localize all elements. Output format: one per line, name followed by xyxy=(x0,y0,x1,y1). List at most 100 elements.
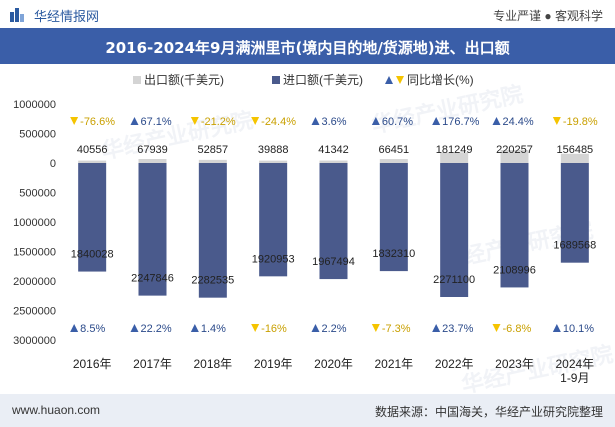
legend-swatch-import xyxy=(272,76,280,84)
import-up-arrow-icon xyxy=(552,324,561,332)
top-bar: 华经情报网 专业严谨 ● 客观科学 xyxy=(0,0,615,28)
export-bar xyxy=(560,153,589,163)
export-down-arrow-icon xyxy=(251,117,260,125)
x-tick-label: 2022年 xyxy=(435,357,474,371)
export-growth-label: 3.6% xyxy=(322,116,347,128)
x-tick-label: 2019年 xyxy=(254,357,293,371)
y-tick-label: 500000 xyxy=(19,129,56,141)
export-bar xyxy=(500,150,529,163)
export-value-label: 220257 xyxy=(496,144,533,156)
y-tick-label: 0 xyxy=(50,158,56,170)
export-bar xyxy=(379,159,408,163)
import-growth-label: -16% xyxy=(261,323,287,335)
export-down-arrow-icon xyxy=(190,117,199,125)
export-up-arrow-icon xyxy=(311,117,320,125)
import-bar xyxy=(259,163,288,277)
import-up-arrow-icon xyxy=(311,324,320,332)
import-value-label: 1920953 xyxy=(252,253,295,265)
legend-down-arrow-icon xyxy=(396,76,404,84)
brand-name[interactable]: 华经情报网 xyxy=(34,9,100,24)
tagline: 专业严谨 ● 客观科学 xyxy=(493,9,603,23)
legend-label-import: 进口额(千美元) xyxy=(283,73,363,87)
x-tick-label: 2017年 xyxy=(133,357,172,371)
export-growth-label: 60.7% xyxy=(382,116,413,128)
export-growth-label: -24.4% xyxy=(261,116,296,128)
import-down-arrow-icon xyxy=(492,324,501,332)
import-bar xyxy=(198,163,227,298)
y-tick-label: 2500000 xyxy=(13,306,56,318)
x-tick-label: 2024年 xyxy=(555,357,594,371)
import-growth-label: 2.2% xyxy=(322,323,347,335)
x-tick-label: 2016年 xyxy=(73,357,112,371)
export-growth-label: 67.1% xyxy=(141,116,172,128)
x-tick-label: 1-9月 xyxy=(560,371,589,385)
import-value-label: 2247846 xyxy=(131,273,174,285)
export-up-arrow-icon xyxy=(492,117,501,125)
import-up-arrow-icon xyxy=(190,324,199,332)
export-bar xyxy=(259,160,288,163)
import-value-label: 2271100 xyxy=(433,274,475,286)
import-bar xyxy=(78,163,107,272)
export-up-arrow-icon xyxy=(432,117,441,125)
y-tick-label: 1000000 xyxy=(13,217,56,229)
import-value-label: 2282535 xyxy=(191,275,234,287)
export-value-label: 41342 xyxy=(318,144,349,156)
legend-swatch-export xyxy=(133,76,141,84)
export-value-label: 66451 xyxy=(379,144,410,156)
x-tick-label: 2018年 xyxy=(193,357,232,371)
export-bar xyxy=(78,160,107,163)
import-value-label: 1840028 xyxy=(71,249,114,261)
import-growth-label: 10.1% xyxy=(563,323,594,335)
import-growth-label: 23.7% xyxy=(442,323,473,335)
export-value-label: 67939 xyxy=(137,144,168,156)
y-tick-label: 1500000 xyxy=(13,247,56,259)
import-up-arrow-icon xyxy=(432,324,441,332)
website-link[interactable]: www.huaon.com xyxy=(12,403,101,417)
import-bar xyxy=(440,163,469,297)
chart-title: 2016-2024年9月满洲里市(境内目的地/货源地)进、出口额 xyxy=(105,39,510,57)
export-down-arrow-icon xyxy=(70,117,79,125)
data-source: 数据来源：中国海关，华经产业研究院整理 xyxy=(374,405,603,419)
import-value-label: 1967494 xyxy=(312,256,355,268)
export-bar xyxy=(138,158,167,163)
y-tick-label: 1000000 xyxy=(13,99,56,111)
import-down-arrow-icon xyxy=(371,324,380,332)
export-up-arrow-icon xyxy=(371,117,380,125)
export-value-label: 181249 xyxy=(436,144,473,156)
export-growth-label: -21.2% xyxy=(201,116,236,128)
import-bar xyxy=(560,163,589,263)
export-growth-label: -76.6% xyxy=(80,116,115,128)
footer: www.huaon.com 数据来源：中国海关，华经产业研究院整理 xyxy=(0,394,615,427)
y-tick-label: 2000000 xyxy=(13,276,56,288)
chart-area: 出口额(千美元) 进口额(千美元) 同比增长(%) 1000000 500000 0 500… xyxy=(13,73,598,385)
import-value-label: 1689568 xyxy=(553,240,596,252)
export-bar xyxy=(319,160,348,163)
export-bar xyxy=(198,159,227,163)
import-growth-label: -7.3% xyxy=(382,323,411,335)
import-value-label: 1832310 xyxy=(372,248,415,260)
export-growth-label: 24.4% xyxy=(503,116,534,128)
y-tick-label: 500000 xyxy=(19,188,56,200)
legend-up-arrow-icon xyxy=(385,76,393,84)
legend-label-export: 出口额(千美元) xyxy=(144,73,224,87)
legend-label-growth: 同比增长(%) xyxy=(407,73,474,87)
x-tick-label: 2021年 xyxy=(374,357,413,371)
export-value-label: 39888 xyxy=(258,144,289,156)
x-tick-label: 2020年 xyxy=(314,357,353,371)
title-bar: 2016-2024年9月满洲里市(境内目的地/货源地)进、出口额 xyxy=(0,28,615,64)
import-up-arrow-icon xyxy=(130,324,139,332)
export-value-label: 52857 xyxy=(198,144,229,156)
export-up-arrow-icon xyxy=(130,117,139,125)
import-growth-label: 22.2% xyxy=(141,323,172,335)
import-value-label: 2108996 xyxy=(493,264,536,276)
import-up-arrow-icon xyxy=(70,324,79,332)
y-tick-label: 3000000 xyxy=(13,335,56,347)
export-growth-label: 176.7% xyxy=(442,116,480,128)
import-down-arrow-icon xyxy=(251,324,260,332)
import-bar xyxy=(138,163,167,296)
export-value-label: 156485 xyxy=(556,144,593,156)
export-growth-label: -19.8% xyxy=(563,116,598,128)
import-growth-label: 1.4% xyxy=(201,323,226,335)
import-growth-label: 8.5% xyxy=(80,323,105,335)
import-bar xyxy=(379,163,408,272)
